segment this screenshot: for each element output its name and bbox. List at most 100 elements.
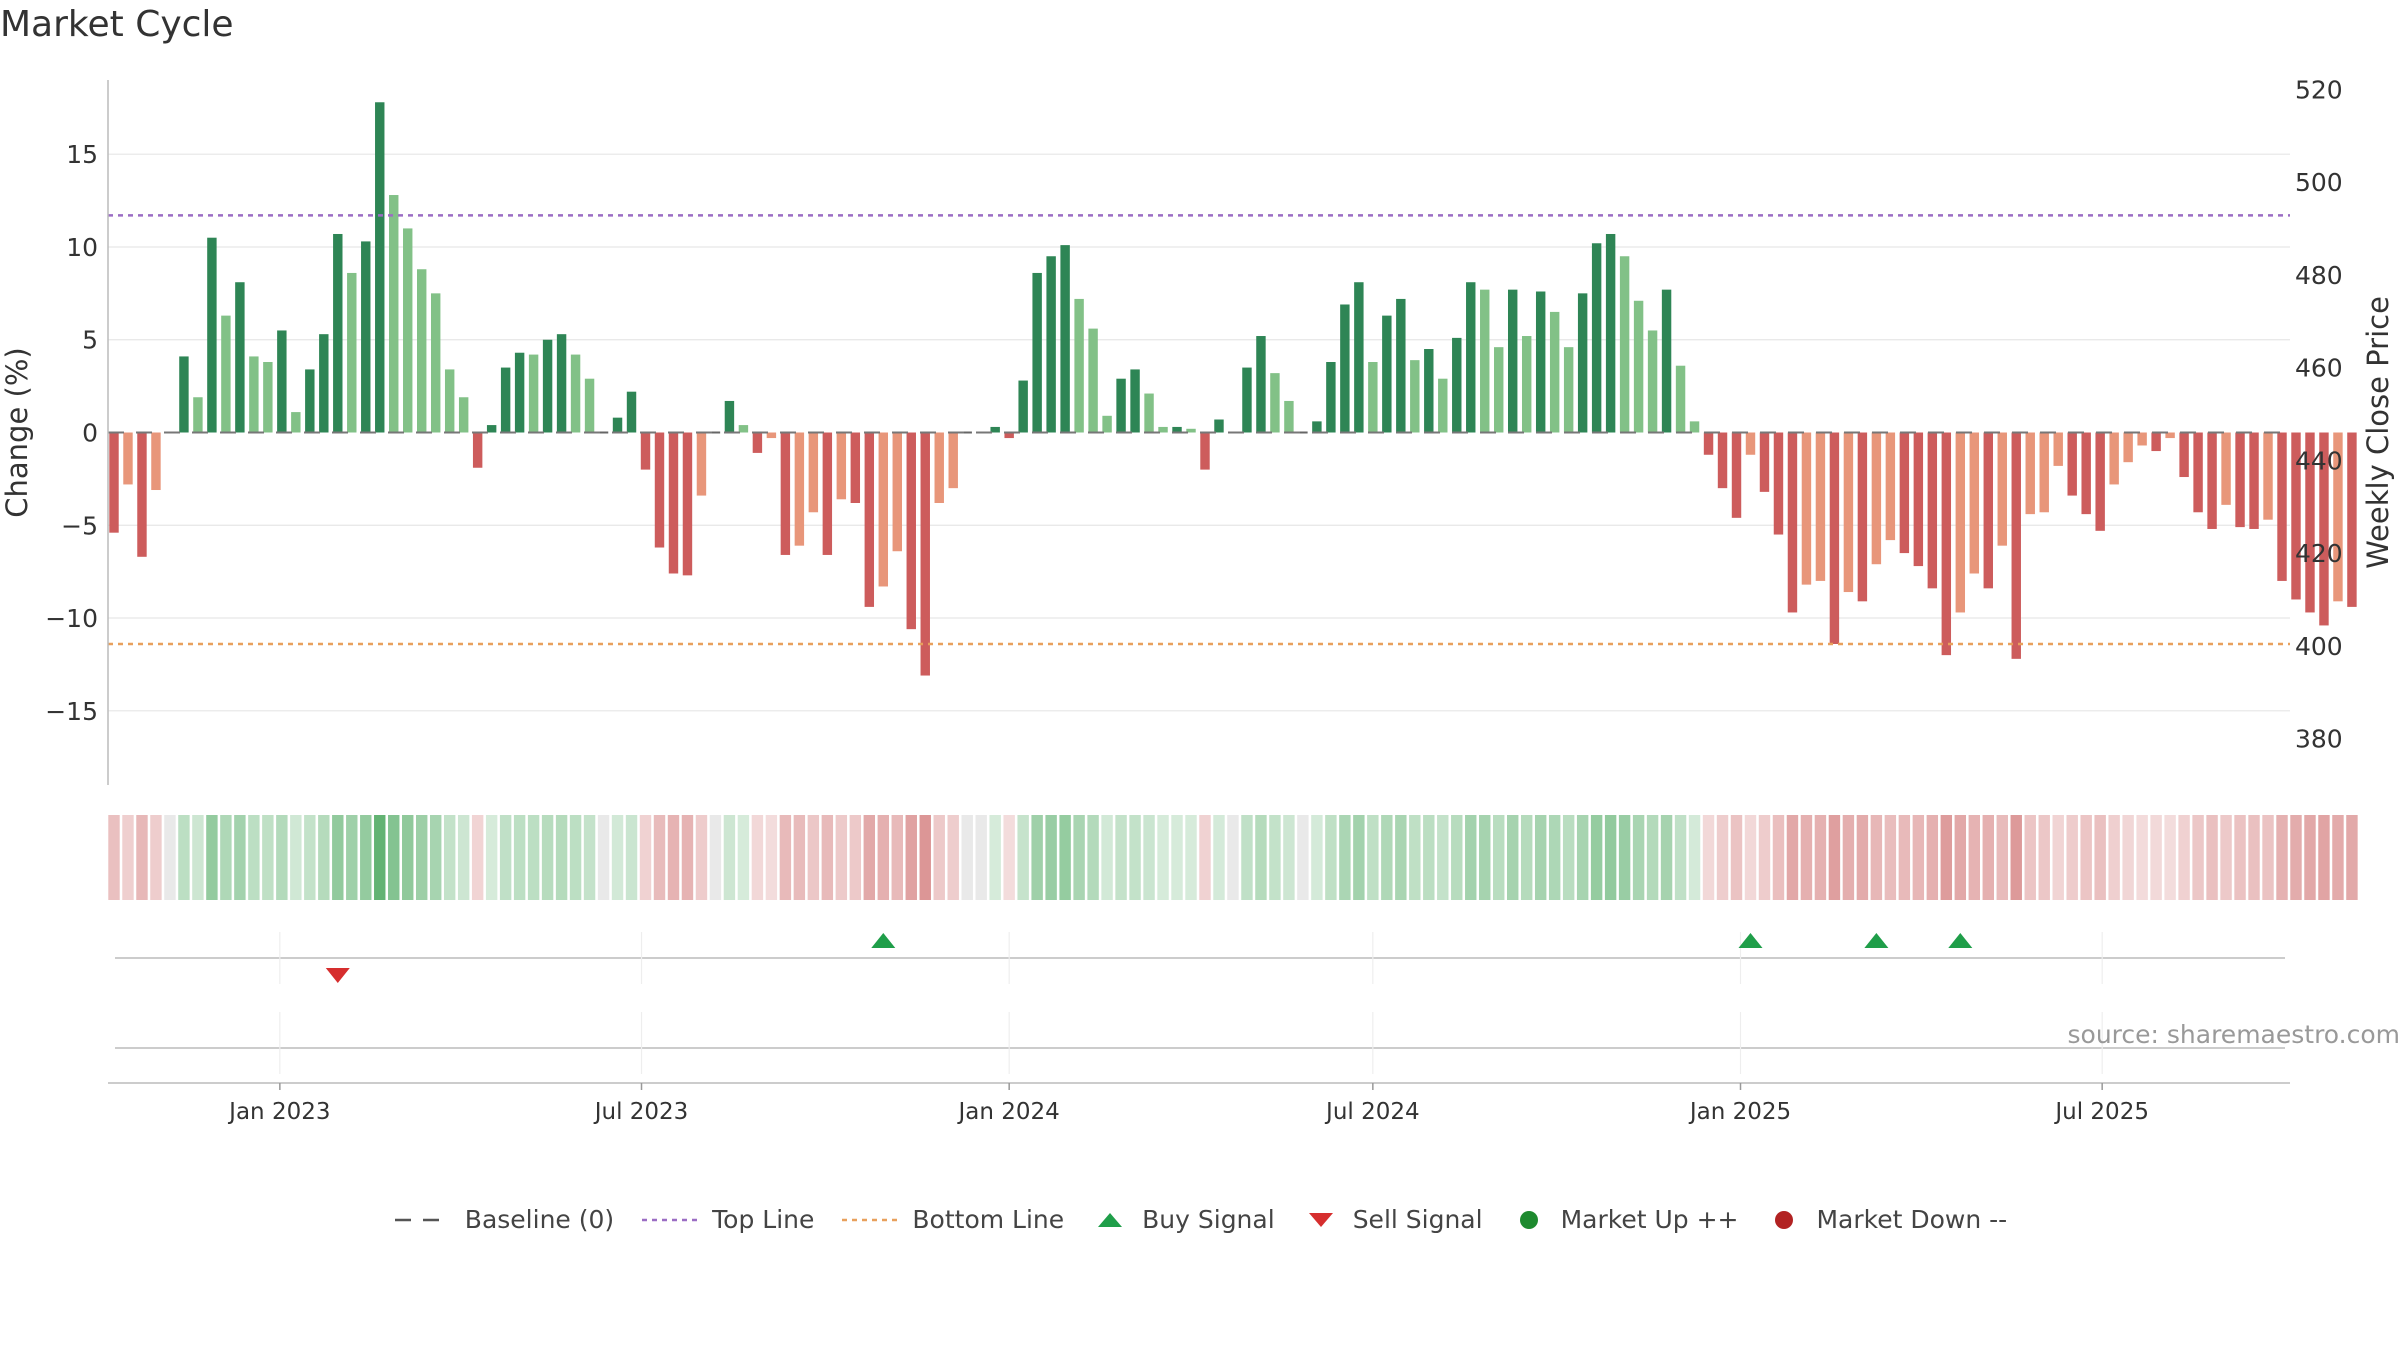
- heatmap-cell: [2080, 815, 2092, 900]
- heatmap-cell: [1842, 815, 1855, 900]
- bar: [109, 432, 119, 533]
- heatmap-cell: [1003, 815, 1015, 900]
- legend: Baseline (0) Top Line Bottom Line Buy Si…: [0, 1205, 2400, 1234]
- y2-tick-label: 380: [2295, 725, 2343, 754]
- heatmap-cell: [1800, 815, 1813, 900]
- y2-tick-label: 500: [2295, 168, 2343, 197]
- heatmap-cell: [290, 815, 302, 900]
- heatmap-cell: [136, 815, 148, 900]
- x-tick-label: Jan 2025: [1688, 1099, 1791, 1125]
- bar: [1270, 373, 1280, 433]
- legend-item-bottom-line: Bottom Line: [840, 1205, 1064, 1234]
- bar: [878, 432, 889, 587]
- heatmap-cell: [1744, 815, 1757, 900]
- heatmap-cell: [1954, 815, 1967, 900]
- axes: 15 10 5 0 −5 −10 −15 520 500 480 460 440 420 400 380 Ch…: [0, 75, 2395, 785]
- heatmap-cell: [234, 815, 246, 900]
- heatmap-cell: [639, 815, 652, 900]
- heatmap-cell: [793, 815, 806, 900]
- bar: [375, 102, 385, 433]
- heatmap-cell: [2094, 815, 2106, 900]
- bar: [738, 425, 749, 433]
- heatmap-cell: [304, 815, 316, 900]
- bar: [1494, 347, 1504, 433]
- bar: [444, 369, 455, 433]
- legend-item-market-down: Market Down --: [1764, 1205, 2007, 1234]
- heatmap-cell: [2150, 815, 2162, 900]
- heatmap-cell: [1185, 815, 1197, 900]
- chart-title: Market Cycle: [0, 4, 234, 45]
- bar: [794, 432, 805, 546]
- x-tick-label: Jul 2025: [2053, 1099, 2149, 1125]
- legend-item-market-up: Market Up ++: [1509, 1205, 1738, 1234]
- bar: [920, 432, 930, 676]
- dash-line-icon: [394, 1218, 451, 1221]
- heatmap-cell: [1227, 815, 1239, 900]
- bar: [612, 417, 623, 433]
- bar: [696, 432, 707, 496]
- heatmap-cell: [779, 815, 792, 900]
- bars-series: [109, 102, 2357, 676]
- triangle-down-icon: [1308, 1212, 1333, 1227]
- legend-label: Sell Signal: [1352, 1205, 1483, 1234]
- bar: [1843, 432, 1854, 593]
- heatmap-cell: [1996, 815, 2008, 900]
- heatmap-cell: [611, 815, 624, 900]
- heatmap-cell: [681, 815, 694, 900]
- bar: [2347, 432, 2357, 607]
- bar: [1507, 289, 1518, 433]
- heatmap-cell: [1493, 815, 1505, 900]
- heatmap-cell: [1087, 815, 1099, 900]
- bar: [1256, 336, 1266, 433]
- heatmap-cell: [2290, 815, 2302, 900]
- bar: [766, 432, 777, 439]
- heatmap-cell: [709, 815, 722, 900]
- bar: [1186, 428, 1196, 433]
- y2-tick-label: 400: [2295, 632, 2343, 661]
- heatmap-cell: [513, 815, 526, 900]
- y2-tick-label: 440: [2295, 446, 2343, 475]
- dotted-line-purple-icon: [642, 1218, 699, 1221]
- bar: [1577, 293, 1588, 433]
- bar: [668, 432, 679, 574]
- heatmap-cell: [849, 815, 862, 900]
- heatmap-cell: [695, 815, 708, 900]
- legend-label: Top Line: [712, 1205, 815, 1234]
- heatmap-cell: [415, 815, 428, 900]
- bar: [584, 378, 595, 433]
- heatmap-cell: [2332, 815, 2344, 900]
- bar: [1074, 298, 1084, 433]
- bar: [934, 432, 944, 503]
- heatmap-cell: [1506, 815, 1519, 900]
- heatmap-cell: [723, 815, 736, 900]
- bar: [1060, 245, 1070, 433]
- bar: [1787, 432, 1798, 613]
- bar: [640, 432, 651, 470]
- bar: [123, 432, 133, 485]
- heatmap-cell: [1702, 815, 1715, 900]
- bar: [1871, 432, 1882, 565]
- bar: [1410, 360, 1420, 433]
- x-tick-label: Jan 2024: [957, 1099, 1060, 1125]
- bar: [2235, 432, 2245, 528]
- heatmap-cell: [891, 815, 903, 900]
- heatmap-cell: [443, 815, 456, 900]
- bar: [1535, 291, 1546, 433]
- bar: [850, 432, 861, 503]
- heatmap-cell: [1451, 815, 1463, 900]
- heatmap-cell: [1283, 815, 1295, 900]
- bar: [1913, 432, 1924, 567]
- heatmap-cell: [150, 815, 162, 900]
- heatmap-cell: [947, 815, 959, 900]
- heatmap-cell: [1059, 815, 1071, 900]
- bar: [263, 362, 273, 433]
- bar: [2249, 432, 2259, 529]
- heatmap-cell: [471, 815, 484, 900]
- bar: [1759, 432, 1770, 492]
- y-tick-label: 15: [66, 140, 98, 169]
- bar: [1004, 432, 1014, 439]
- bar: [2333, 432, 2343, 602]
- heatmap-cell: [961, 815, 973, 900]
- heatmap-cell: [1073, 815, 1085, 900]
- heatmap-cell: [625, 815, 638, 900]
